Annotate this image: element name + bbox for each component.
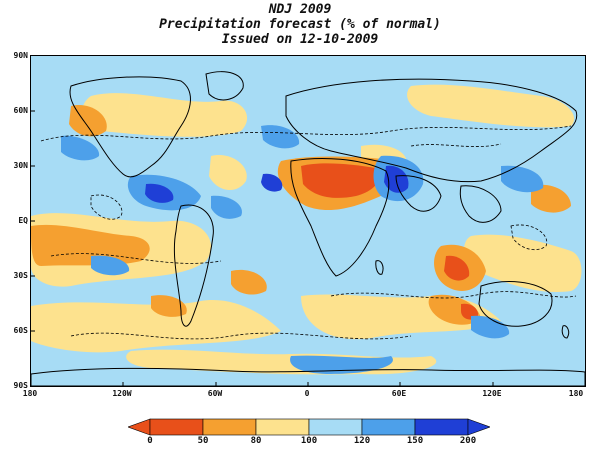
dashed-contours xyxy=(40,125,577,340)
colorbar-label-120: 120 xyxy=(353,436,371,446)
colorbar-label-200: 200 xyxy=(459,436,477,446)
colorbar-label-50: 50 xyxy=(197,436,209,446)
map-ticks xyxy=(31,110,494,386)
lon-label-60w: 60W xyxy=(207,389,223,398)
lon-label-0: 0 xyxy=(304,389,310,398)
lon-label-60e: 60E xyxy=(391,389,407,398)
lat-label-90n: 90N xyxy=(13,51,28,60)
lat-label-60s: 60S xyxy=(13,326,28,335)
land-outlines xyxy=(31,71,585,386)
colorbar-bin-80-100 xyxy=(255,418,310,436)
colorbar-low-arrow xyxy=(128,418,151,436)
anomaly-red-fields xyxy=(301,163,479,320)
colorbar-bin-150-200 xyxy=(414,418,469,436)
lon-label-180e: 180 xyxy=(568,389,584,398)
anomaly-darkblue-fields xyxy=(145,165,409,203)
lon-label-120e: 120E xyxy=(482,389,502,398)
lon-label-120w: 120W xyxy=(112,389,132,398)
map-canvas xyxy=(31,56,585,386)
lon-label-180w: 180 xyxy=(22,389,38,398)
lat-label-30n: 30N xyxy=(13,161,28,170)
colorbar-label-100: 100 xyxy=(300,436,318,446)
colorbar-label-80: 80 xyxy=(250,436,262,446)
lat-label-60n: 60N xyxy=(13,106,28,115)
colorbar-high-arrow xyxy=(467,418,490,436)
colorbar-label-0: 0 xyxy=(147,436,153,446)
map-title: NDJ 2009 Precipitation forecast (% of no… xyxy=(0,2,600,47)
precipitation-map xyxy=(30,55,586,387)
anomaly-yellow-fields xyxy=(31,84,582,375)
colorbar-bin-0-50 xyxy=(149,418,204,436)
title-line-issued: Issued on 12-10-2009 xyxy=(221,32,379,47)
lat-label-30s: 30S xyxy=(13,271,28,280)
title-line-season: NDJ 2009 xyxy=(268,2,332,17)
colorbar-bin-50-80 xyxy=(202,418,257,436)
lat-label-90s: 90S xyxy=(13,381,28,390)
colorbar-bin-120-150 xyxy=(361,418,416,436)
colorbar-bin-100-120 xyxy=(308,418,363,436)
colorbar-label-150: 150 xyxy=(406,436,424,446)
title-line-variable: Precipitation forecast (% of normal) xyxy=(159,17,441,32)
lat-label-eq: EQ xyxy=(18,216,28,225)
colorbar xyxy=(128,418,490,436)
